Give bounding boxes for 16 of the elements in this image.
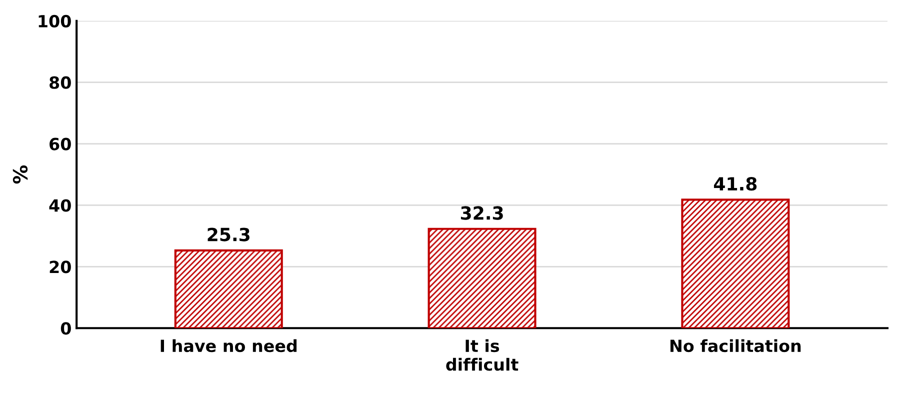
x-tick-label: No facilitation <box>670 339 801 352</box>
y-axis-title: % <box>12 165 28 184</box>
y-tick-label: 80 <box>50 76 71 89</box>
y-tick-label: 0 <box>60 322 71 335</box>
bar <box>174 249 283 328</box>
y-tick-label: 40 <box>49 199 71 212</box>
y-tick-label: 20 <box>50 260 71 274</box>
y-tick-label: 100 <box>38 14 71 28</box>
bar <box>681 198 790 328</box>
data-label: 41.8 <box>714 176 757 191</box>
data-label: 25.3 <box>208 228 250 242</box>
data-label: 32.3 <box>460 206 503 220</box>
x-tick-label: I have no need <box>160 339 297 352</box>
y-tick-label: 60 <box>50 138 71 150</box>
bar <box>428 228 536 328</box>
x-tick-label: It is difficult <box>446 339 518 371</box>
